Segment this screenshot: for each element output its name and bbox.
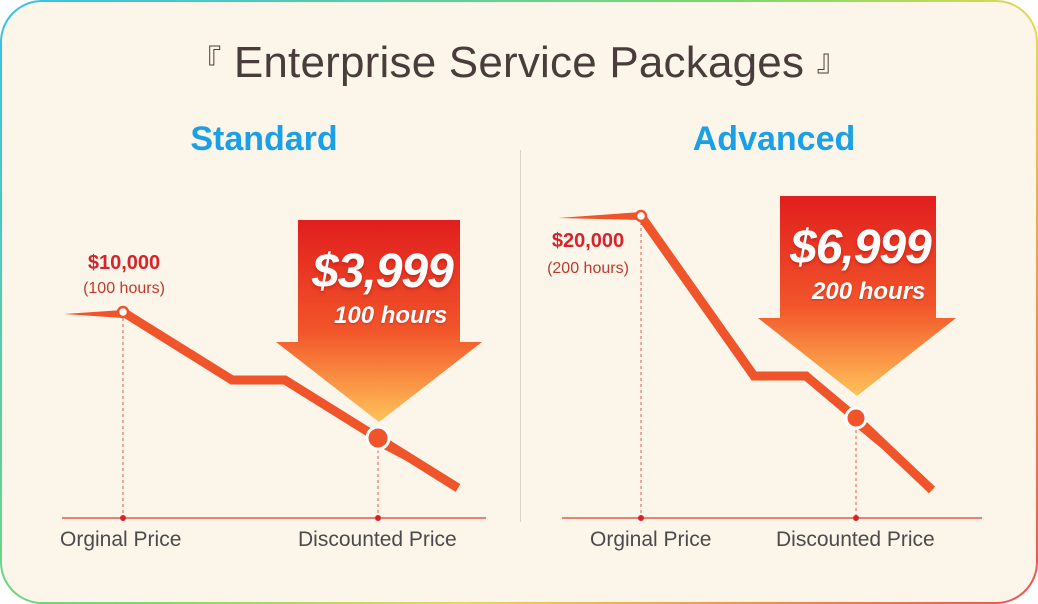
advanced-discounted-price: $6,999 bbox=[790, 221, 932, 274]
advanced-original-hours: (200 hours) bbox=[547, 260, 629, 277]
standard-original-point bbox=[116, 305, 130, 319]
advanced-line-tail bbox=[852, 414, 934, 492]
standard-chart bbox=[62, 220, 486, 521]
standard-discount-point bbox=[365, 425, 391, 451]
advanced-axis-tick-original bbox=[638, 515, 644, 521]
advanced-x-label-discounted: Discounted Price bbox=[776, 528, 935, 551]
advanced-discount-point bbox=[844, 406, 868, 430]
standard-axis-tick-discount bbox=[375, 515, 381, 521]
advanced-chart bbox=[558, 196, 982, 521]
standard-line-lead bbox=[64, 310, 123, 318]
title-open-bracket: 『 bbox=[191, 44, 222, 79]
page-title: 『 Enterprise Service Packages 』 bbox=[2, 36, 1036, 88]
title-close-bracket: 』 bbox=[816, 44, 847, 79]
advanced-x-label-original: Orginal Price bbox=[590, 528, 712, 551]
advanced-discounted-hours: 200 hours bbox=[812, 278, 926, 305]
advanced-line-lead bbox=[558, 212, 641, 220]
advanced-discount-arrow bbox=[758, 196, 956, 396]
standard-x-label-discounted: Discounted Price bbox=[298, 528, 457, 551]
standard-x-label-original: Orginal Price bbox=[60, 528, 182, 551]
advanced-axis-tick-discount bbox=[853, 515, 859, 521]
plan-title-standard: Standard bbox=[190, 120, 338, 158]
standard-discounted-price: $3,999 bbox=[312, 245, 454, 298]
title-text: Enterprise Service Packages bbox=[233, 38, 805, 87]
standard-line-tail bbox=[374, 434, 458, 488]
advanced-original-price: $20,000 bbox=[551, 230, 625, 252]
standard-axis-tick-original bbox=[120, 515, 126, 521]
standard-discount-arrow bbox=[276, 220, 482, 422]
standard-original-hours: (100 hours) bbox=[83, 280, 165, 297]
standard-original-price: $10,000 bbox=[87, 252, 161, 274]
plan-title-advanced: Advanced bbox=[692, 120, 856, 158]
section-divider bbox=[520, 150, 521, 522]
advanced-original-point bbox=[634, 209, 648, 223]
standard-discounted-hours: 100 hours bbox=[334, 302, 448, 329]
